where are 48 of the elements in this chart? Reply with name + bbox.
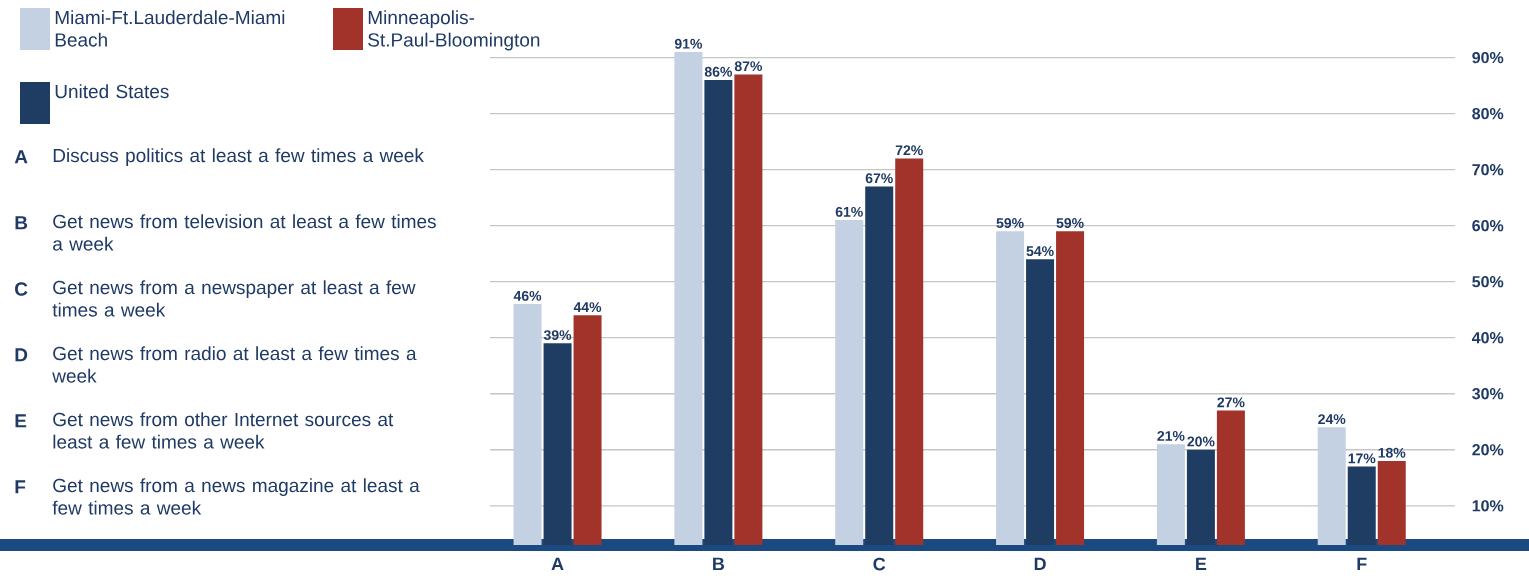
data-label: 39% [543, 330, 572, 341]
text: Discuss politics at least a few times a week [53, 148, 424, 166]
y-tick-label: 50% [1472, 276, 1504, 288]
category-label: C [15, 282, 28, 296]
data-label: 24% [1318, 414, 1346, 425]
y-tick-label: 60% [1472, 220, 1504, 232]
data-label: 20% [1187, 436, 1215, 447]
text: Get news from other Internet sources at least a few times a week [53, 412, 394, 449]
y-tick-label: 20% [1472, 444, 1504, 456]
legend-label: United States [55, 84, 169, 99]
data-label: 67% [865, 173, 893, 184]
text: Get news from radio at least a few times a week [52, 346, 417, 383]
y-tick-label: 40% [1471, 332, 1504, 344]
text: Get news from television at least a few times a week [53, 214, 436, 251]
data-label: 59% [996, 218, 1024, 229]
x-tick-label: C [873, 557, 886, 571]
legend-label: Miami-Ft.Lauderdale-Miami Beach [55, 10, 285, 47]
data-label: 44% [573, 302, 602, 313]
y-tick-label: 70% [1472, 163, 1504, 176]
data-label: 21% [1157, 431, 1185, 441]
data-label: 87% [734, 61, 763, 72]
data-label: 86% [704, 66, 733, 77]
category-label: B [15, 216, 28, 230]
data-label: 17% [1348, 453, 1376, 464]
y-tick-label: 10% [1472, 500, 1504, 512]
category-label: E [15, 414, 27, 428]
data-label: 27% [1217, 397, 1245, 408]
text: Get news from a news magazine at least a few times a week [52, 478, 420, 515]
y-tick-label: 80% [1472, 107, 1504, 120]
category-label: D [15, 348, 28, 362]
data-label: 61% [835, 206, 863, 217]
data-label: 91% [674, 38, 703, 49]
data-label: 46% [513, 290, 542, 301]
x-tick-label: F [1357, 557, 1367, 571]
x-tick-label: A [551, 557, 564, 571]
x-tick-label: E [1196, 557, 1207, 571]
legend-label: Minneapolis-St.Paul-Bloomington [368, 10, 540, 51]
category-label: A [14, 150, 28, 164]
x-tick-label: B [713, 557, 725, 571]
y-tick-label: 30% [1472, 388, 1504, 400]
x-tick-label: D [1034, 557, 1046, 571]
data-label: 18% [1378, 447, 1406, 458]
data-label: 72% [895, 145, 923, 156]
data-label: 59% [1056, 218, 1084, 229]
category-label: F [15, 480, 26, 494]
data-label: 54% [1026, 246, 1054, 257]
text: Get news from a newspaper at least a few times a week [52, 280, 416, 317]
y-tick-label: 90% [1472, 51, 1504, 64]
